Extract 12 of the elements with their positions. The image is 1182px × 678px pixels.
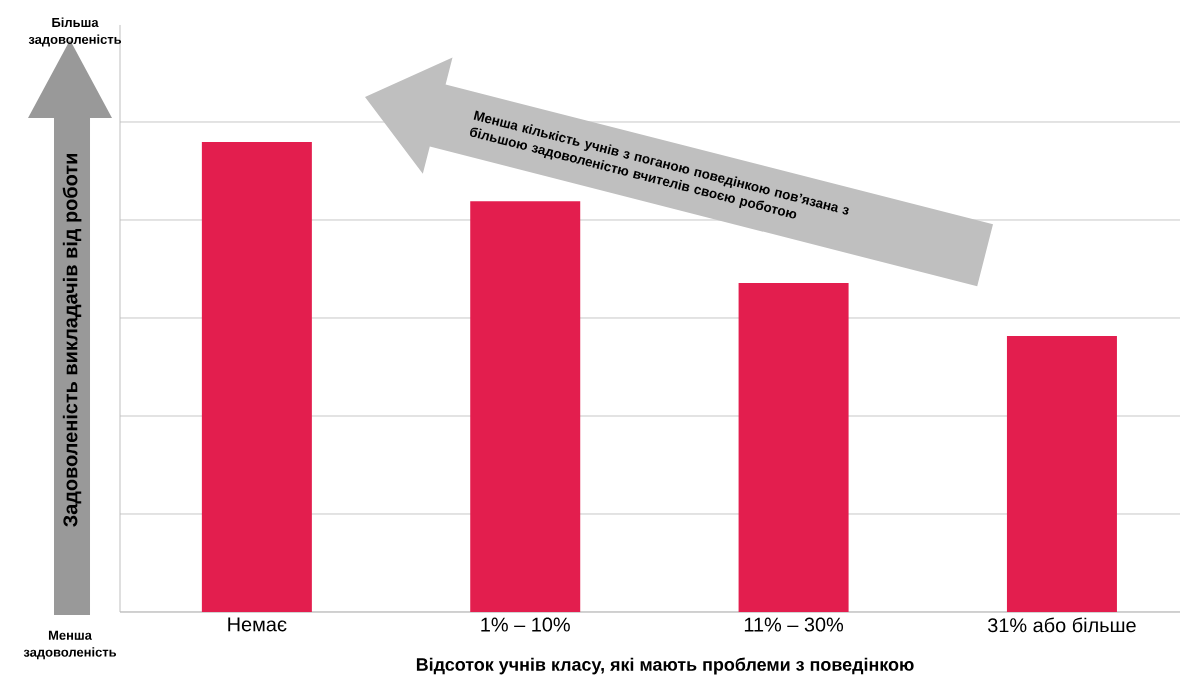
y-axis-title: Задоволеність викладачів від роботи [62,154,82,527]
bar [1006,336,1117,612]
x-tick-label: 31% або більше [987,617,1136,633]
x-tick-label: 11% – 30% [744,617,844,632]
text: Більша задоволеність [28,17,122,47]
bar [470,201,581,612]
bar [738,282,849,612]
x-tick-label: Немає [228,617,287,632]
bar [201,141,312,612]
x-tick-label: 1% – 10% [481,617,570,632]
x-axis-title: Відсоток учнів класу, які мають проблеми з поведінкою [416,657,914,675]
text: Менша задоволеність [23,630,117,660]
